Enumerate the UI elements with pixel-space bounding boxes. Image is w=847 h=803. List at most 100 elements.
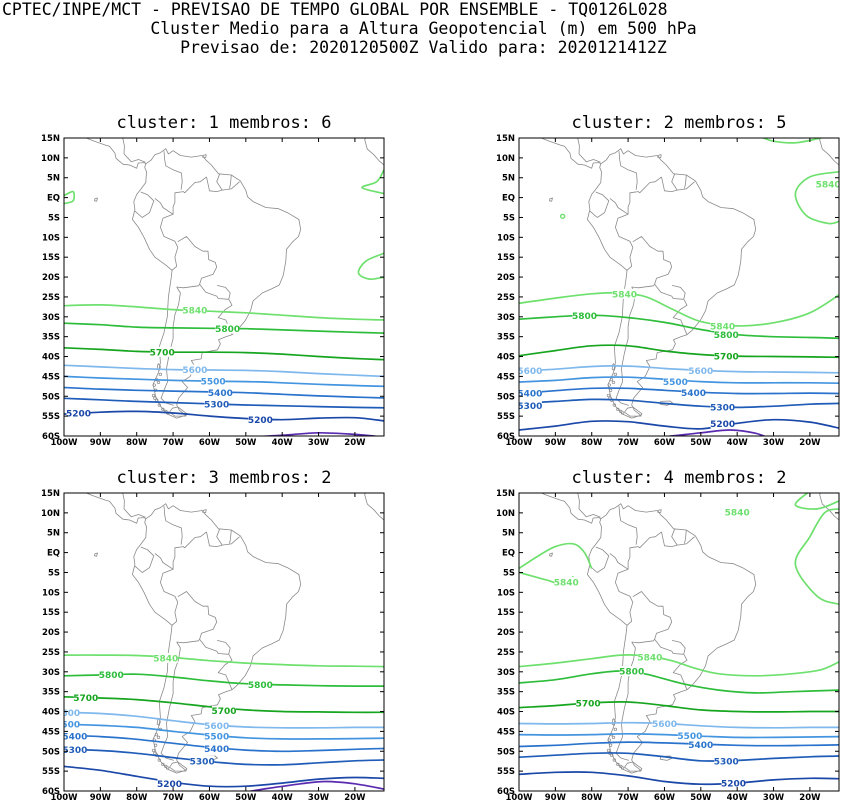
header-line-3: Previsao de: 2020120500Z Valido para: 20… bbox=[180, 38, 667, 57]
contour-label: 5200 bbox=[157, 780, 182, 790]
country-border bbox=[217, 654, 233, 690]
contour-5700 bbox=[64, 346, 384, 361]
contour-label-bg bbox=[714, 329, 739, 340]
island-outline bbox=[169, 761, 188, 772]
lon-tick-label: 70W bbox=[617, 438, 639, 448]
lon-tick-label: 60W bbox=[199, 793, 221, 803]
island-outline bbox=[657, 154, 662, 158]
contour-5200 bbox=[64, 765, 384, 788]
contour-5600 bbox=[64, 364, 384, 378]
contour-label-bg bbox=[204, 743, 229, 754]
island-outline bbox=[613, 372, 618, 377]
island-outline bbox=[619, 409, 623, 414]
contour-label-bg bbox=[182, 305, 207, 315]
island-outline bbox=[620, 766, 625, 770]
island-outline bbox=[151, 393, 156, 398]
country-border bbox=[199, 283, 231, 300]
coastline-africa bbox=[364, 138, 384, 166]
contour-label-bg bbox=[612, 288, 637, 299]
lat-tick-label: 10S bbox=[497, 588, 515, 598]
contour-label-bg bbox=[157, 778, 182, 789]
contour-label: 5700 bbox=[211, 707, 236, 717]
contour-label-bg bbox=[150, 346, 175, 357]
country-border bbox=[159, 176, 207, 271]
lon-tick-label: 20W bbox=[799, 438, 821, 448]
contour-label-bg bbox=[677, 730, 702, 741]
lat-tick-label: 50S bbox=[42, 392, 60, 402]
coastline-africa bbox=[838, 533, 839, 534]
coastline-central-america bbox=[122, 138, 146, 163]
country-border bbox=[672, 299, 688, 335]
contour-label: 5400 bbox=[681, 389, 706, 399]
contour-label: 5300 bbox=[517, 402, 542, 412]
coastline-central-america bbox=[85, 138, 147, 169]
contour-5840 bbox=[761, 138, 825, 144]
contour-5200 bbox=[519, 771, 839, 786]
coastline-south-america bbox=[131, 503, 302, 774]
country-border bbox=[618, 151, 638, 190]
island-outline bbox=[608, 388, 613, 392]
contour-label-bg bbox=[215, 323, 240, 334]
contour-label: 5800 bbox=[572, 312, 597, 322]
contour-label-bg bbox=[572, 310, 597, 321]
contour-5840 bbox=[357, 252, 384, 281]
contour-label: 5400 bbox=[62, 732, 87, 742]
contour-label: 5300 bbox=[714, 757, 739, 767]
panel-title: cluster: 4 membros: 2 bbox=[571, 468, 787, 488]
contour-label: 5600 bbox=[182, 366, 207, 376]
contour-5700 bbox=[519, 344, 839, 359]
contour-5840 bbox=[64, 654, 384, 668]
contour-label: 5600 bbox=[688, 367, 713, 377]
lat-tick-label: 25S bbox=[497, 648, 515, 658]
lat-tick-label: 25S bbox=[497, 293, 515, 303]
contour-5100 bbox=[663, 429, 767, 436]
contour-label-bg bbox=[153, 652, 178, 663]
island-outline bbox=[202, 154, 207, 158]
contour-label-bg bbox=[208, 387, 233, 398]
island-outline bbox=[165, 766, 170, 770]
coastline-central-america bbox=[122, 493, 146, 518]
lon-tick-label: 40W bbox=[272, 793, 294, 803]
lon-tick-label: 30W bbox=[763, 793, 785, 803]
lon-tick-label: 30W bbox=[763, 438, 785, 448]
lon-tick-label: 60W bbox=[654, 793, 676, 803]
island-outline bbox=[612, 403, 616, 407]
country-border bbox=[176, 236, 218, 289]
lat-tick-label: 60S bbox=[42, 787, 60, 797]
coastline-central-america bbox=[540, 493, 602, 524]
lon-tick-label: 60W bbox=[654, 438, 676, 448]
contour-label: 5840 bbox=[725, 509, 750, 519]
lat-tick-label: 60S bbox=[497, 432, 515, 442]
coastline-central-america bbox=[577, 493, 601, 518]
lat-tick-label: 20S bbox=[497, 273, 515, 283]
lat-tick-label: EQ bbox=[47, 549, 60, 559]
lon-tick-label: 30W bbox=[308, 793, 330, 803]
contour-label-bg bbox=[688, 365, 713, 376]
country-border bbox=[206, 531, 240, 547]
island-outline bbox=[161, 407, 165, 412]
island-outline bbox=[161, 762, 165, 767]
lat-tick-label: EQ bbox=[502, 549, 515, 559]
contour-5600 bbox=[519, 365, 839, 374]
contour-5840 bbox=[64, 190, 76, 205]
panel-cluster-3: cluster: 3 membros: 2 5840 5800 5800 5700 57… bbox=[0, 463, 420, 803]
country-border bbox=[631, 591, 673, 644]
island-outline bbox=[156, 735, 161, 740]
contour-label: 5800 bbox=[714, 331, 739, 341]
country-border bbox=[160, 286, 181, 406]
contour-label-bg bbox=[99, 669, 124, 680]
coastline-central-america bbox=[577, 138, 601, 163]
contour-5400 bbox=[519, 741, 839, 748]
contour-label: 5840 bbox=[816, 181, 841, 191]
lon-tick-label: 20W bbox=[344, 438, 366, 448]
lat-tick-label: 20S bbox=[42, 273, 60, 283]
island-outline bbox=[606, 748, 611, 753]
contour-label-bg bbox=[554, 577, 579, 587]
island-outline bbox=[153, 396, 157, 400]
island-outline bbox=[624, 761, 643, 772]
lat-tick-label: 30S bbox=[42, 668, 60, 678]
island-outline bbox=[612, 758, 616, 762]
lat-tick-label: 10N bbox=[496, 509, 515, 519]
lon-tick-label: 60W bbox=[199, 438, 221, 448]
